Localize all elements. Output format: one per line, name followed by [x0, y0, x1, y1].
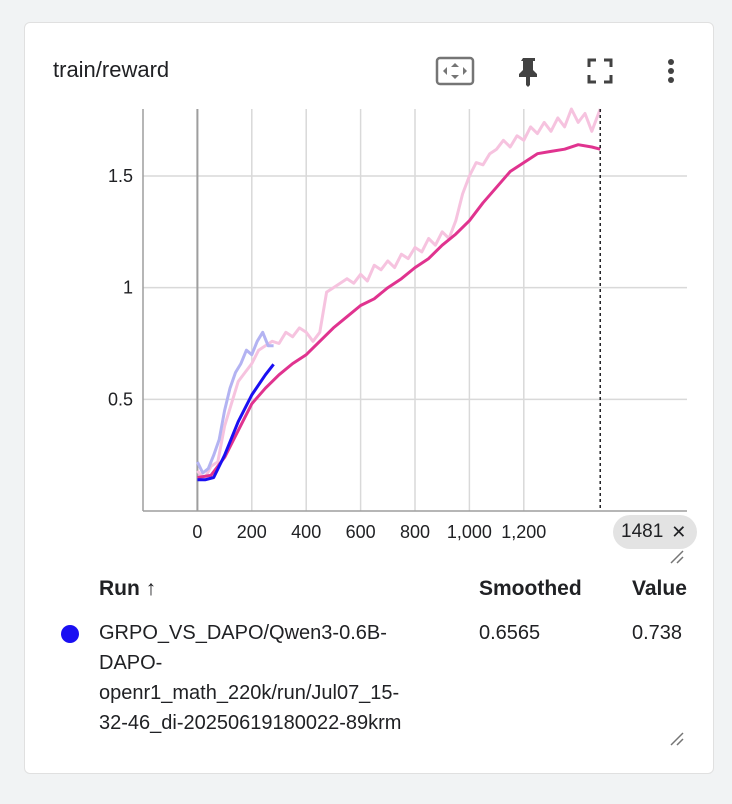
fullscreen-button[interactable]: [580, 53, 620, 89]
more-button[interactable]: [651, 53, 691, 89]
more-vert-icon: [668, 59, 674, 83]
pin-button[interactable]: [509, 53, 549, 89]
x-tick-label: 800: [400, 522, 430, 542]
run-name: GRPO_VS_DAPO/Qwen3-0.6B- DAPO- openr1_ma…: [99, 618, 401, 738]
run-name-line: GRPO_VS_DAPO/Qwen3-0.6B-: [99, 622, 387, 644]
hover-step-badge: 1481 ✕: [613, 515, 697, 549]
line-chart[interactable]: 0.5 1 1.5 0 200 400 600 800 1,000 1,200: [25, 23, 714, 563]
y-tick-label: 1: [123, 278, 133, 298]
run-name-line: DAPO-: [99, 652, 163, 674]
smoothed-value: 0.6565: [479, 622, 541, 644]
resize-handle-icon[interactable]: [669, 731, 685, 747]
series-smoothed-line: [197, 143, 601, 479]
raw-value: 0.738: [632, 622, 683, 644]
series-raw-line: [196, 107, 602, 482]
run-color-dot[interactable]: [61, 625, 79, 643]
x-tick-label: 200: [237, 522, 267, 542]
series-smoothed-line: [197, 363, 275, 482]
series-raw-line: [196, 330, 274, 475]
run-name-line: 32-46_di-20250619180022-89krm: [99, 712, 402, 734]
hover-step-value: 1481: [621, 521, 664, 542]
smoothed-column-header[interactable]: Smoothed: [479, 577, 582, 600]
run-column-header[interactable]: Run ↑: [99, 577, 157, 600]
y-tick-label: 1.5: [108, 166, 133, 186]
y-tick-label: 0.5: [108, 389, 133, 409]
close-icon[interactable]: ✕: [671, 521, 687, 542]
scalar-card: 0.5 1 1.5 0 200 400 600 800 1,000 1,200 train/rew…: [24, 22, 714, 774]
fit-domain-button[interactable]: [435, 53, 475, 89]
value-column-header[interactable]: Value: [632, 577, 687, 600]
x-tick-label: 600: [346, 522, 376, 542]
resize-handle-icon[interactable]: [669, 549, 685, 565]
card-title: train/reward: [53, 57, 170, 82]
pin-icon: [519, 58, 537, 87]
x-tick-label: 1,000: [447, 522, 492, 542]
fullscreen-icon: [587, 58, 613, 84]
x-tick-label: 400: [291, 522, 321, 542]
x-tick-label: 0: [192, 522, 202, 542]
chart-area[interactable]: 0.5 1 1.5 0 200 400 600 800 1,000 1,200: [25, 23, 714, 563]
fit-domain-icon: [435, 56, 475, 86]
x-tick-label: 1,200: [501, 522, 546, 542]
run-name-line: openr1_math_220k/run/Jul07_15-: [99, 682, 400, 704]
